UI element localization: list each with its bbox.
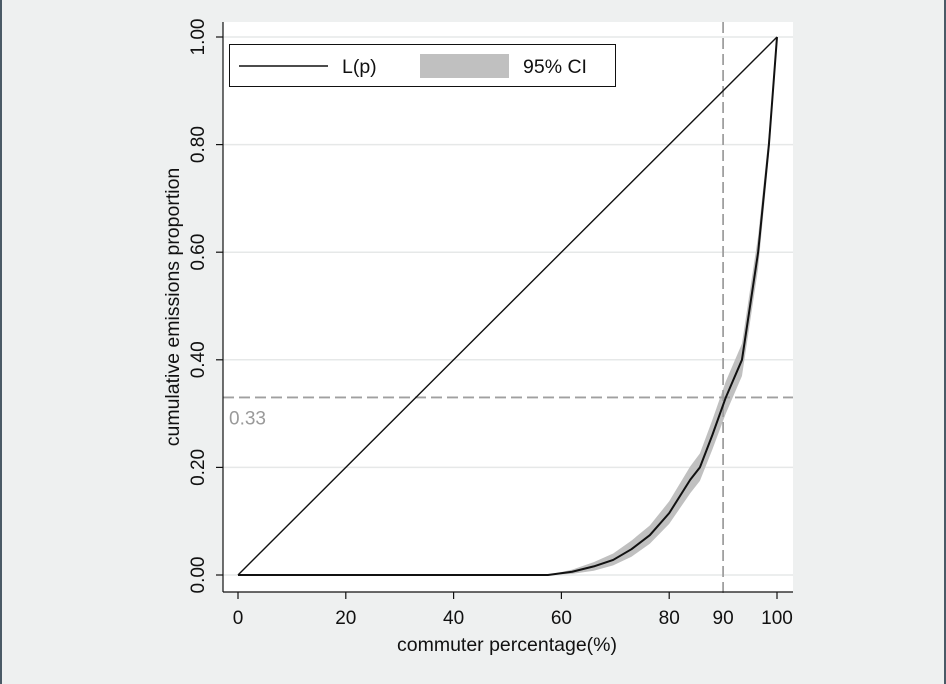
data-series xyxy=(237,36,778,576)
y-axis-ticks: 0.00 0.20 0.40 0.60 0.80 1.00 xyxy=(188,19,223,594)
legend-band-swatch xyxy=(420,54,509,78)
y-tick-label: 1.00 xyxy=(188,19,209,56)
legend-label-lp: L(p) xyxy=(342,56,377,78)
x-tick-label: 60 xyxy=(551,608,572,629)
x-tick-label: 40 xyxy=(443,608,464,629)
y-tick-label: 0.40 xyxy=(188,341,209,378)
x-tick-label: 80 xyxy=(659,608,680,629)
window-border-left xyxy=(0,0,2,684)
legend-label-ci: 95% CI xyxy=(523,56,587,78)
plot-area xyxy=(223,22,793,592)
x-tick-label: 100 xyxy=(761,608,793,629)
y-tick-label: 0.20 xyxy=(188,449,209,486)
x-tick-label: 0 xyxy=(233,608,244,629)
y-tick-label: 0.80 xyxy=(188,126,209,163)
y-axis-title: cumulative emissions proportion xyxy=(162,168,184,447)
y-tick-label: 0.00 xyxy=(188,557,209,594)
reference-lines: 0.33 xyxy=(223,22,793,598)
reference-label-horizontal: 0.33 xyxy=(229,408,266,429)
lorenz-curve xyxy=(238,36,778,576)
x-tick-label: 20 xyxy=(335,608,356,629)
equality-line xyxy=(237,36,778,576)
y-tick-label: 0.60 xyxy=(188,234,209,271)
window-border-right xyxy=(944,0,946,684)
legend: L(p) 95% CI xyxy=(229,44,616,87)
x-tick-label: 90 xyxy=(713,608,734,629)
x-axis-title: commuter percentage(%) xyxy=(397,634,617,656)
x-axis-ticks: 0 20 40 60 80 90 100 xyxy=(233,592,793,629)
